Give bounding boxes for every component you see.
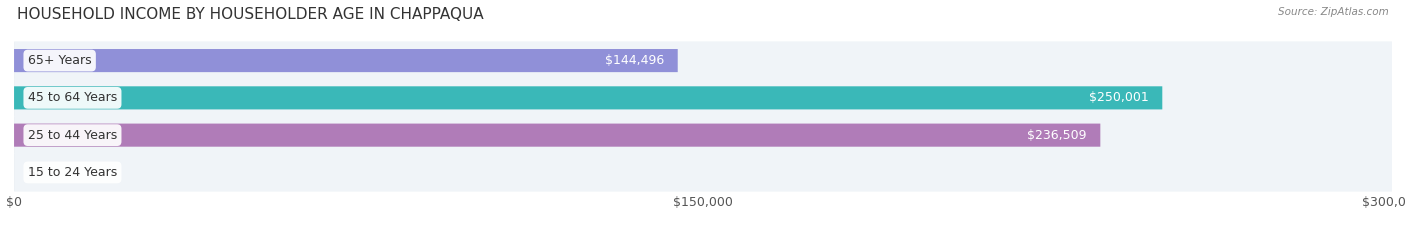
Text: $250,001: $250,001 bbox=[1088, 91, 1149, 104]
FancyBboxPatch shape bbox=[14, 153, 1392, 192]
FancyBboxPatch shape bbox=[14, 79, 1392, 117]
Text: HOUSEHOLD INCOME BY HOUSEHOLDER AGE IN CHAPPAQUA: HOUSEHOLD INCOME BY HOUSEHOLDER AGE IN C… bbox=[17, 7, 484, 22]
FancyBboxPatch shape bbox=[14, 49, 678, 72]
Text: $0: $0 bbox=[28, 166, 44, 179]
Text: 15 to 24 Years: 15 to 24 Years bbox=[28, 166, 117, 179]
Text: 45 to 64 Years: 45 to 64 Years bbox=[28, 91, 117, 104]
Text: $236,509: $236,509 bbox=[1026, 129, 1087, 142]
Text: 65+ Years: 65+ Years bbox=[28, 54, 91, 67]
FancyBboxPatch shape bbox=[14, 123, 1101, 147]
Text: 25 to 44 Years: 25 to 44 Years bbox=[28, 129, 117, 142]
Text: $144,496: $144,496 bbox=[605, 54, 664, 67]
FancyBboxPatch shape bbox=[14, 86, 1163, 110]
FancyBboxPatch shape bbox=[14, 116, 1392, 154]
FancyBboxPatch shape bbox=[14, 41, 1392, 80]
Text: Source: ZipAtlas.com: Source: ZipAtlas.com bbox=[1278, 7, 1389, 17]
